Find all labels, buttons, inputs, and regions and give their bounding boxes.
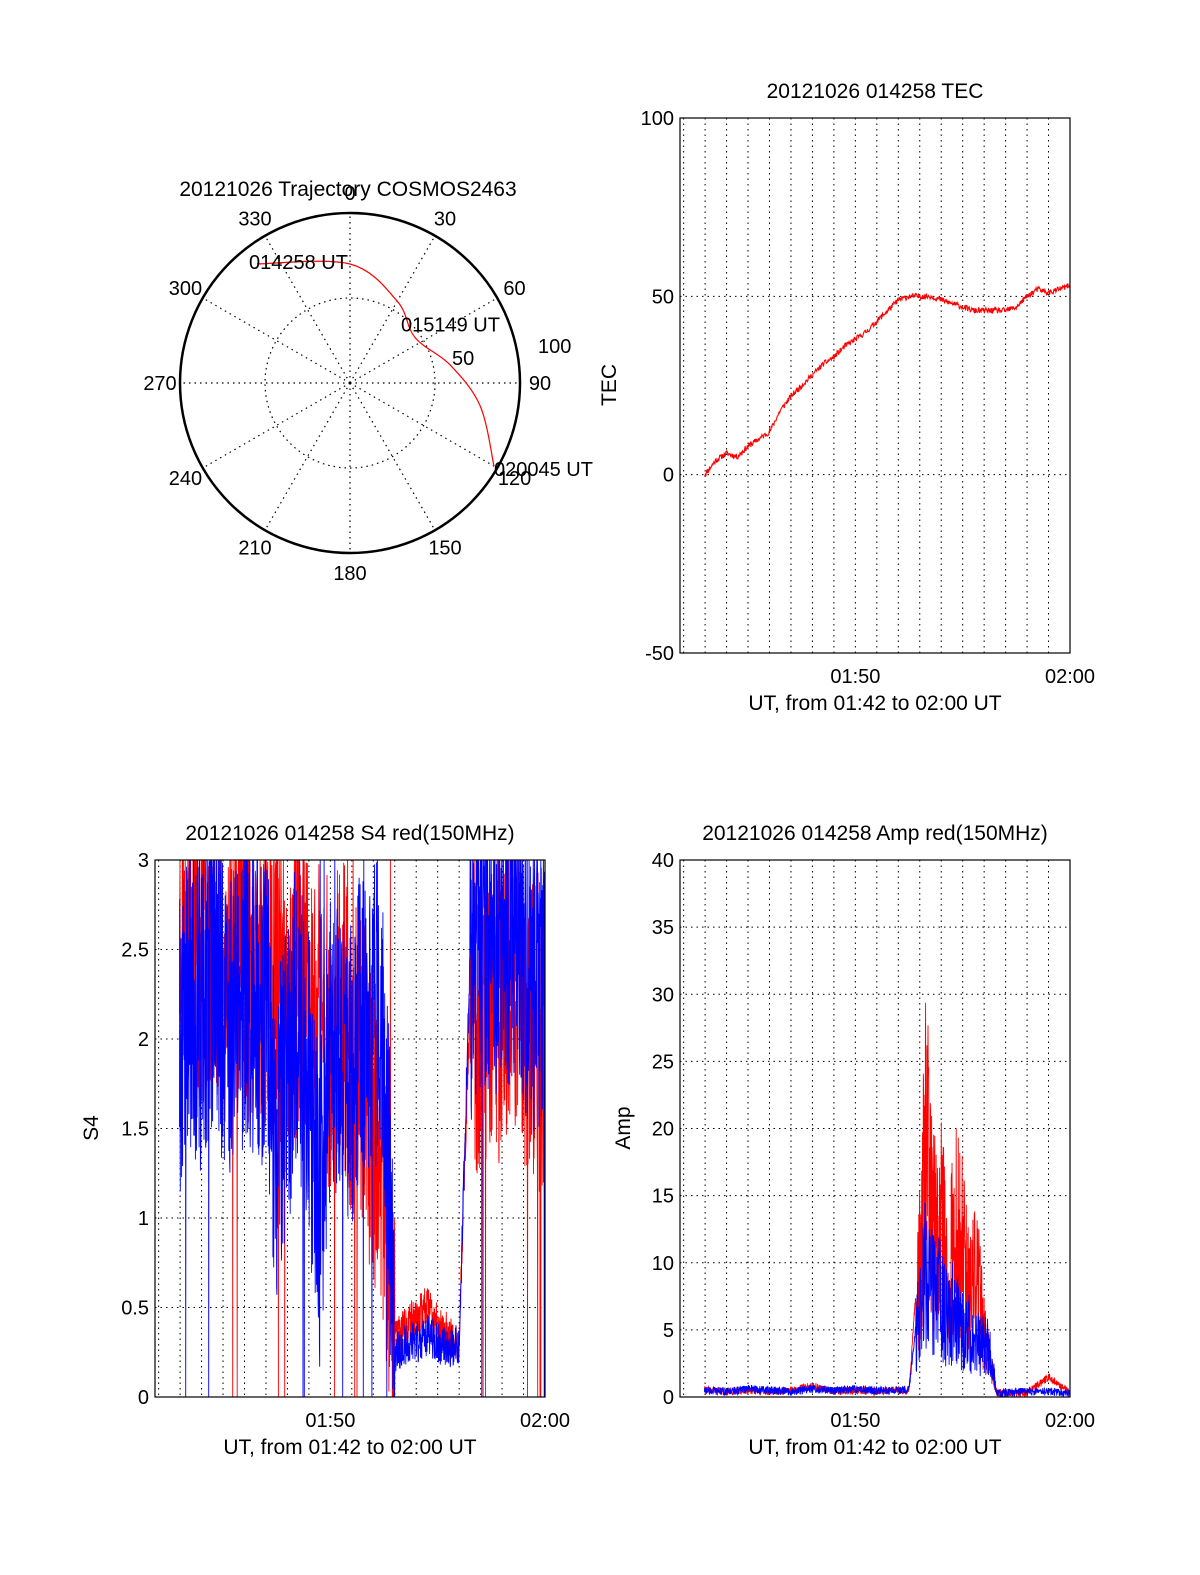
polar-trajectory-plot: 20121026 Trajectory COSMOS2463 0 30 60 90 12…: [143, 178, 593, 585]
azimuth-label-270: 270: [143, 373, 176, 395]
y-tick-label: 0.5: [121, 1298, 149, 1320]
y-tick-label: 30: [652, 984, 674, 1006]
y-tick-label: 1: [138, 1208, 149, 1230]
azimuth-label-300: 300: [169, 278, 202, 300]
azimuth-label-240: 240: [169, 468, 202, 490]
plot-frame: [154, 859, 546, 1398]
polar-grid: [178, 211, 522, 555]
azimuth-label-0: 0: [344, 183, 355, 205]
azimuth-label-210: 210: [238, 538, 271, 560]
tec-title: 20121026 014258 TEC: [767, 80, 984, 103]
tec-ylabel: TEC: [598, 364, 621, 406]
amp-ylabel: Amp: [612, 1106, 635, 1149]
y-tick-label: 10: [652, 1253, 674, 1275]
amp-plot: 20121026 014258 Amp red(150MHz) UT, from…: [612, 822, 1095, 1459]
plot-frame: [679, 859, 1071, 1398]
series-line-blue: [704, 1202, 1070, 1397]
y-tick-label: 5: [663, 1320, 674, 1342]
x-tick-label: 01:50: [830, 666, 880, 688]
y-tick-label: 35: [652, 917, 674, 939]
polar-spoke-120: [349, 382, 498, 469]
amp-xlabel: UT, from 01:42 to 02:00 UT: [748, 1436, 1001, 1459]
polar-title: 20121026 Trajectory COSMOS2463: [179, 178, 516, 201]
tec-plot-area: -50 0 50 100 01:50 02:00: [641, 108, 1095, 688]
x-tick-label: 01:50: [830, 1410, 880, 1432]
polar-inner-ring: [264, 297, 436, 469]
polar-spoke-240: [202, 382, 351, 469]
polar-spoke-210: [264, 382, 351, 531]
elevation-ring-label-100: 100: [538, 336, 571, 358]
s4-plot-area: 0 0.5 1 1.5 2 2.5 3 01:50 02:00: [121, 850, 570, 1432]
azimuth-label-30: 30: [434, 208, 456, 230]
amp-plot-area: 0 5 10 15 20 25 30 35 40 01:50 02:00: [652, 850, 1095, 1432]
y-tick-label: 15: [652, 1186, 674, 1208]
y-tick-label: 25: [652, 1051, 674, 1073]
plot-frame: [679, 117, 1071, 654]
amp-title: 20121026 014258 Amp red(150MHz): [702, 822, 1048, 845]
x-tick-label: 02:00: [1045, 666, 1095, 688]
y-tick-label: 40: [652, 850, 674, 872]
y-tick-label: 100: [641, 108, 674, 130]
polar-spoke-30: [349, 235, 436, 384]
y-tick-label: 0: [663, 465, 674, 487]
polar-spoke-150: [349, 382, 436, 531]
x-tick-label: 02:00: [520, 1410, 570, 1432]
y-tick-label: -50: [645, 643, 674, 665]
polar-spoke-330: [264, 235, 351, 384]
azimuth-label-330: 330: [238, 208, 271, 230]
azimuth-label-60: 60: [503, 278, 525, 300]
azimuth-label-150: 150: [428, 538, 461, 560]
azimuth-label-90: 90: [529, 373, 551, 395]
y-tick-label: 20: [652, 1119, 674, 1141]
y-tick-label: 3: [138, 850, 149, 872]
azimuth-label-120: 120: [498, 468, 531, 490]
trajectory-line: [256, 260, 495, 467]
y-tick-label: 2.5: [121, 940, 149, 962]
s4-ylabel: S4: [80, 1115, 103, 1141]
y-tick-label: 50: [652, 286, 674, 308]
elevation-ring-label-50: 50: [452, 348, 474, 370]
x-tick-label: 01:50: [305, 1410, 355, 1432]
polar-outer-ring: [178, 211, 522, 555]
y-tick-label: 1.5: [121, 1119, 149, 1141]
azimuth-label-180: 180: [333, 563, 366, 585]
polar-spoke-300: [202, 297, 351, 384]
tec-plot: 20121026 014258 TEC UT, from 01:42 to 02…: [598, 80, 1095, 715]
s4-xlabel: UT, from 01:42 to 02:00 UT: [223, 1436, 476, 1459]
s4-title: 20121026 014258 S4 red(150MHz): [185, 822, 514, 845]
tec-xlabel: UT, from 01:42 to 02:00 UT: [748, 692, 1001, 715]
trajectory-mid-time: 015149 UT: [401, 315, 500, 337]
series-line-blue: [179, 860, 545, 1397]
s4-plot: 20121026 014258 S4 red(150MHz) UT, from …: [80, 822, 570, 1459]
y-tick-label: 0: [663, 1387, 674, 1409]
trajectory-end-time: 020045 UT: [494, 459, 593, 481]
trajectory-start-time: 014258 UT: [249, 252, 348, 274]
y-tick-label: 2: [138, 1029, 149, 1051]
polar-spoke-60: [349, 297, 498, 384]
series-line-red: [704, 282, 1070, 477]
polar-azimuth-labels: 0 30 60 90 120 150 180 210 240 270 300 330: [143, 183, 551, 585]
x-tick-label: 02:00: [1045, 1410, 1095, 1432]
y-tick-label: 0: [138, 1387, 149, 1409]
